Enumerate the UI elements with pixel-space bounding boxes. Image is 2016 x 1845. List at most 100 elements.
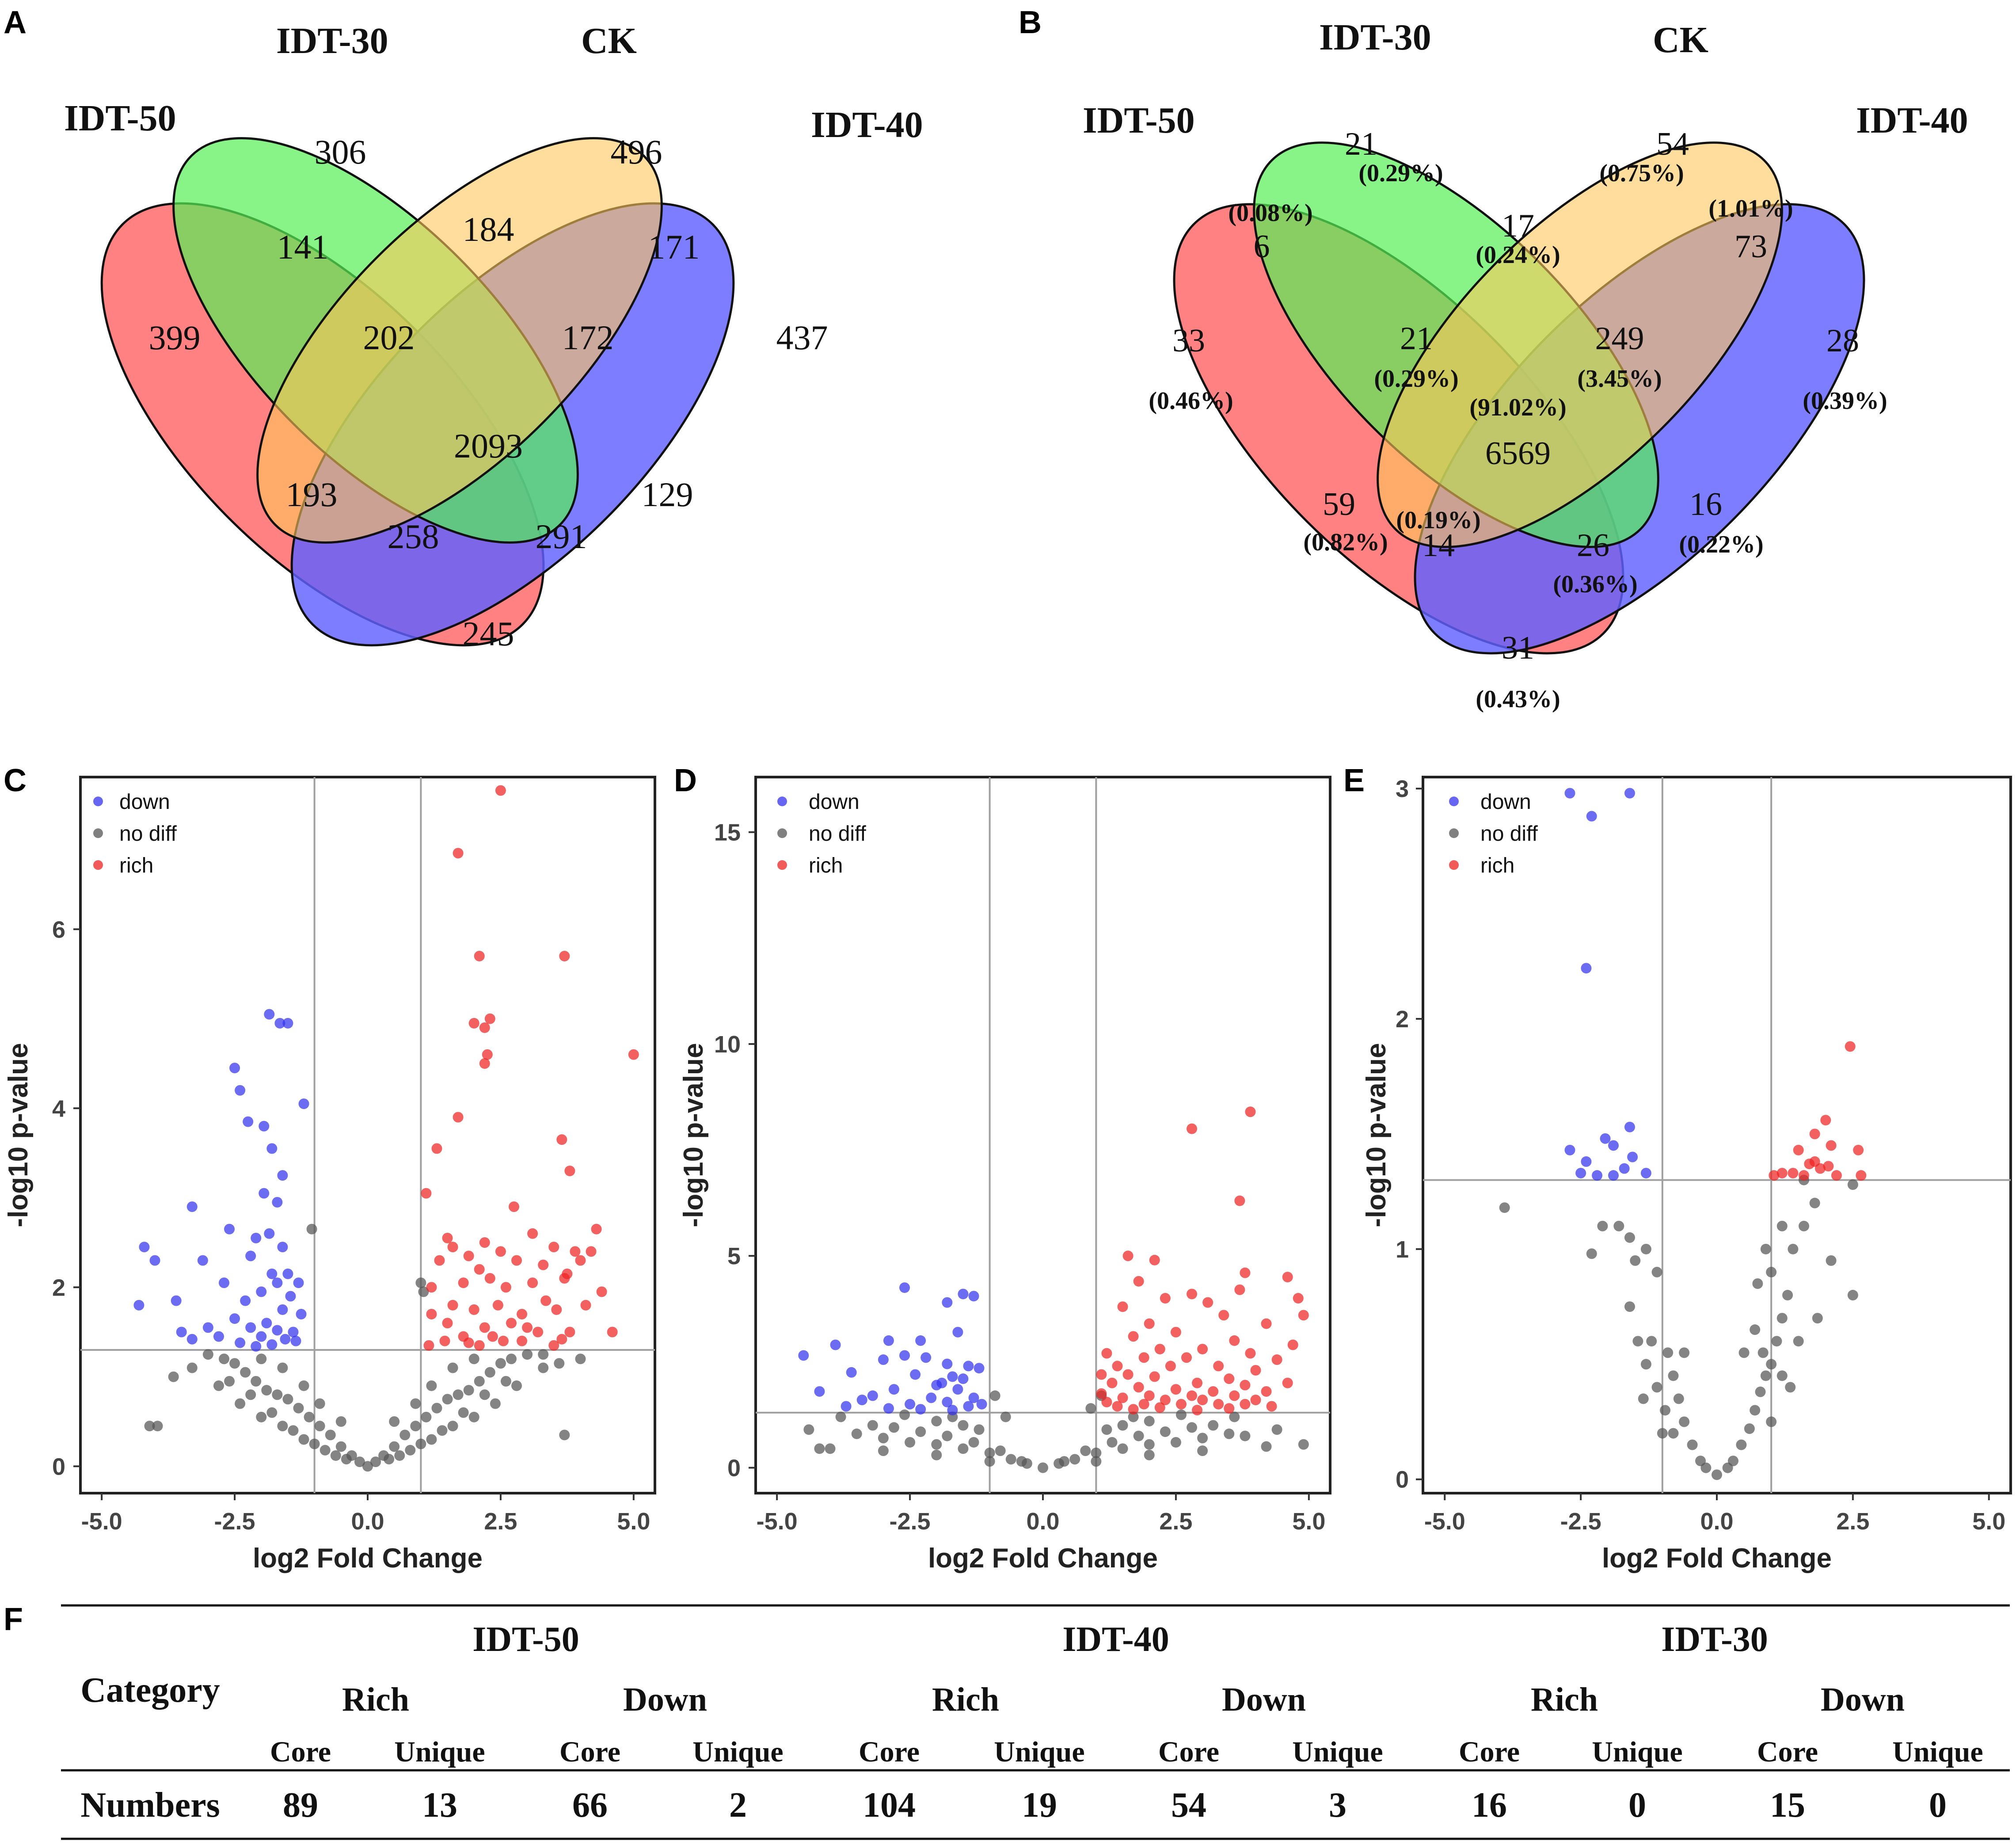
rich-point — [596, 1286, 607, 1297]
no-diff-point — [1776, 1220, 1788, 1231]
x-tick-label: 5.0 — [617, 1508, 650, 1535]
table-cell: 13 — [422, 1786, 457, 1825]
rich-point — [1107, 1377, 1118, 1388]
legend-label-nodiff: no diff — [1480, 822, 1538, 846]
down-point — [219, 1277, 229, 1288]
rich-point — [479, 1322, 490, 1333]
down-point — [830, 1339, 841, 1350]
rich-point — [474, 1264, 485, 1275]
down-point — [277, 1304, 288, 1315]
y-tick-label: 0 — [727, 1455, 741, 1481]
down-point — [240, 1295, 251, 1306]
no-diff-point — [1679, 1347, 1690, 1358]
no-diff-point — [1660, 1405, 1671, 1416]
down-point — [867, 1390, 878, 1401]
panel-letter-e: E — [1343, 763, 1365, 798]
rich-point — [463, 1337, 474, 1348]
rich-point — [1144, 1390, 1155, 1401]
down-point — [266, 1268, 278, 1279]
table-cell: 104 — [863, 1786, 916, 1825]
rich-point — [527, 1277, 538, 1288]
rich-point — [1769, 1170, 1780, 1181]
rich-point — [586, 1246, 597, 1257]
venn-b-r30-40-p: (0.22%) — [1679, 531, 1763, 558]
rich-point — [495, 785, 506, 796]
venn-a-label-idt50: IDT-50 — [64, 98, 176, 139]
rich-point — [1192, 1377, 1203, 1388]
no-diff-point — [1630, 1255, 1641, 1266]
no-diff-point — [1080, 1445, 1091, 1456]
x-tick-label: 0.0 — [1026, 1508, 1059, 1535]
down-point — [1586, 811, 1597, 822]
no-diff-point — [447, 1362, 458, 1373]
venn-a-r30-40: 129 — [642, 475, 693, 514]
y-tick-label: 10 — [714, 1031, 741, 1058]
no-diff-point — [235, 1398, 246, 1409]
table-group-idt30: IDT-30 — [1661, 1620, 1768, 1659]
y-tick-label: 1 — [1396, 1236, 1409, 1263]
down-point — [1564, 1144, 1575, 1155]
no-diff-point — [389, 1441, 400, 1452]
rich-point — [1117, 1301, 1128, 1312]
rich-point — [517, 1309, 528, 1319]
down-point — [1640, 1167, 1651, 1178]
no-diff-point — [1750, 1405, 1761, 1416]
no-diff-point — [306, 1224, 317, 1235]
no-diff-point — [1624, 1301, 1635, 1312]
venn-b-r50-ck-n: 59 — [1323, 486, 1355, 522]
no-diff-point — [1712, 1469, 1722, 1480]
x-axis-title: log2 Fold Change — [928, 1543, 1158, 1574]
rich-point — [1298, 1310, 1309, 1321]
rich-point — [1149, 1371, 1160, 1382]
table-cell: 16 — [1472, 1786, 1507, 1825]
no-diff-point — [468, 1411, 479, 1422]
no-diff-point — [1107, 1437, 1118, 1448]
no-diff-point — [186, 1362, 198, 1373]
no-diff-point — [426, 1380, 437, 1391]
rich-point — [1250, 1365, 1261, 1376]
down-point — [293, 1277, 304, 1288]
down-point — [1608, 1140, 1619, 1151]
down-point — [277, 1170, 288, 1181]
down-point — [280, 1334, 291, 1345]
no-diff-point — [370, 1456, 381, 1468]
no-diff-point — [229, 1358, 240, 1369]
no-diff-point — [490, 1398, 501, 1409]
down-point — [266, 1143, 278, 1154]
no-diff-point — [314, 1421, 325, 1432]
down-point — [272, 1197, 283, 1208]
no-diff-point — [1170, 1437, 1181, 1448]
rich-point — [1820, 1115, 1831, 1126]
rich-point — [426, 1282, 437, 1293]
no-diff-point — [1117, 1420, 1128, 1431]
venn-b-r50-30-40-n: 26 — [1577, 527, 1609, 564]
legend-label-rich: rich — [1480, 854, 1514, 877]
down-point — [926, 1392, 937, 1403]
y-tick-label: 15 — [714, 820, 741, 846]
no-diff-point — [1651, 1266, 1662, 1277]
x-tick-label: 5.0 — [1292, 1508, 1325, 1535]
no-diff-point — [415, 1438, 426, 1449]
venn-a-r50-40: 245 — [463, 614, 514, 653]
down-point — [261, 1318, 272, 1329]
down-point — [899, 1350, 910, 1361]
no-diff-point — [362, 1461, 373, 1472]
venn-b-label-idt30: IDT-30 — [1319, 17, 1431, 58]
no-diff-point — [989, 1390, 1000, 1401]
rich-point — [564, 1327, 575, 1338]
rich-point — [1240, 1267, 1251, 1278]
legend-marker-down — [93, 797, 103, 806]
down-point — [883, 1335, 894, 1346]
no-diff-point — [1785, 1382, 1796, 1393]
no-diff-point — [1646, 1336, 1657, 1347]
rich-point — [1181, 1352, 1192, 1363]
no-diff-point — [219, 1353, 229, 1365]
down-point — [133, 1300, 145, 1311]
legend-label-nodiff: no diff — [809, 822, 867, 846]
no-diff-point — [825, 1443, 836, 1454]
no-diff-point — [293, 1403, 304, 1414]
rich-point — [564, 1166, 575, 1176]
table-subsub-unique: Unique — [1292, 1736, 1383, 1768]
venn-b-set-ck — [1377, 141, 1783, 548]
no-diff-point — [399, 1429, 411, 1441]
